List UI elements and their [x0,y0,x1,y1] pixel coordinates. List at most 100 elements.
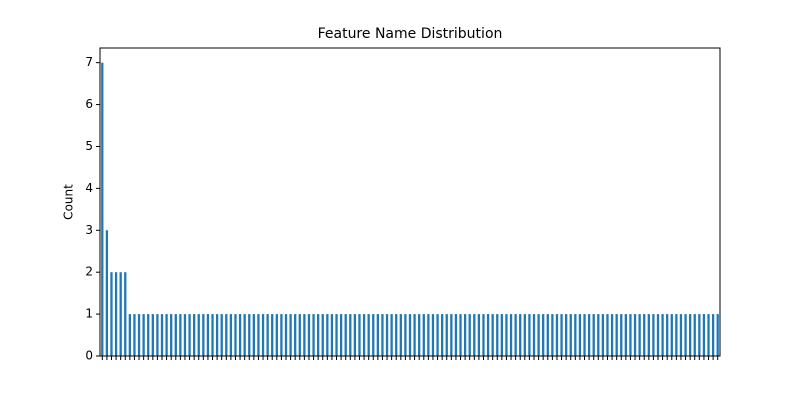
bar [624,314,627,356]
bar [679,314,683,356]
bar [367,314,370,356]
bar [523,314,526,356]
bar [505,314,508,356]
bar [193,314,196,356]
bar [174,314,177,356]
bar [601,314,605,356]
bar [243,314,246,356]
bar [151,314,154,356]
bar [321,314,324,356]
bar [234,314,237,356]
y-tick-label: 0 [85,349,93,363]
bar [454,314,458,356]
bar [225,314,228,356]
bar [330,314,334,356]
bar [160,314,164,356]
bar [317,314,320,356]
bar [519,314,522,356]
bar [500,314,503,356]
bar [532,314,536,356]
bar [633,314,637,356]
bar [643,314,646,356]
y-tick-label: 3 [85,223,93,237]
chart-title: Feature Name Distribution [318,26,503,42]
bar [339,314,343,356]
bar [473,314,476,356]
bar [702,314,706,356]
bar [587,314,591,356]
bar [220,314,223,356]
bar [275,314,278,356]
bar [459,314,462,356]
bar [238,314,242,356]
bar [716,314,719,356]
bar [147,314,150,356]
bar [675,314,678,356]
bar [666,314,669,356]
bar [188,314,191,356]
bar [326,314,329,356]
bar [445,314,448,356]
bar [638,314,641,356]
bar [376,314,379,356]
bar [606,314,609,356]
bar [408,314,412,356]
bar [431,314,435,356]
y-axis-label: Count [62,184,76,220]
bar [101,62,104,357]
bar [284,314,288,356]
bar [165,314,168,356]
bar [711,314,715,356]
bar [574,314,577,356]
bar [537,314,540,356]
bar [298,314,301,356]
bar [266,314,269,356]
bar [583,314,586,356]
bar [353,314,357,356]
bar [137,314,141,356]
bar [689,314,692,356]
y-tick-label: 7 [85,55,93,69]
bar [436,314,439,356]
bar [707,314,710,356]
bar [312,314,315,356]
bar [546,314,549,356]
bar [427,314,430,356]
y-tick-label: 5 [85,139,93,153]
bar [211,314,214,356]
bar [390,314,393,356]
bar [592,314,595,356]
bar [597,314,600,356]
bar [133,314,136,356]
bar [206,314,210,356]
bar [395,314,398,356]
bar [615,314,618,356]
bar [441,314,444,356]
bar [450,314,453,356]
bar [229,314,233,356]
bar [215,314,219,356]
bar [422,314,425,356]
bar [560,314,563,356]
bar [647,314,650,356]
bar [698,314,701,356]
bar [620,314,623,356]
bar [652,314,655,356]
bar [142,314,145,356]
y-tick-label: 2 [85,265,93,279]
bar [280,314,283,356]
bar [528,314,531,356]
bar [404,314,407,356]
bar [289,314,292,356]
bar [372,314,375,356]
bar [124,272,127,356]
bar [661,314,664,356]
bar [385,314,389,356]
bar [248,314,251,356]
bar [170,314,173,356]
y-tick-label: 4 [85,181,93,195]
bar [307,314,311,356]
bar [128,314,131,356]
bar [197,314,200,356]
bar [294,314,297,356]
